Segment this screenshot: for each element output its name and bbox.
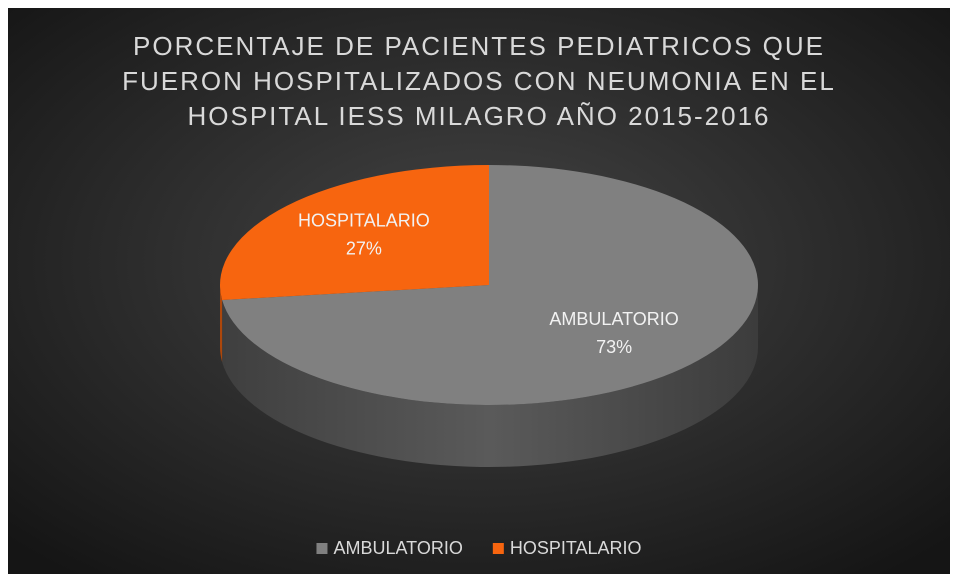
title-group: PORCENTAJE DE PACIENTES PEDIATRICOS QUE F…: [122, 31, 836, 131]
legend-label: HOSPITALARIO: [510, 538, 642, 558]
legend-swatch: [492, 543, 504, 554]
data-label-category: AMBULATORIO: [549, 309, 678, 329]
slice: [222, 165, 758, 405]
legend-label: AMBULATORIO: [333, 538, 462, 558]
chart-title: FUERON HOSPITALIZADOS CON NEUMONIA EN EL: [122, 66, 836, 96]
data-label-category: HOSPITALARIO: [298, 211, 430, 231]
pie: AMBULATORIO 73% HOSPITALARIO 27%: [219, 165, 758, 468]
legend-swatch: [316, 543, 328, 554]
chart-title: HOSPITAL IESS MILAGRO AÑO 2015-2016: [188, 101, 771, 131]
data-label-value: 27%: [346, 239, 382, 259]
slice-side: [220, 285, 223, 363]
slice-side: [222, 285, 758, 468]
legend: AMBULATORIO HOSPITALARIO: [316, 538, 642, 558]
data-label-value: 73%: [596, 337, 632, 357]
slice: [219, 165, 489, 301]
chart-title: PORCENTAJE DE PACIENTES PEDIATRICOS QUE: [133, 31, 825, 61]
